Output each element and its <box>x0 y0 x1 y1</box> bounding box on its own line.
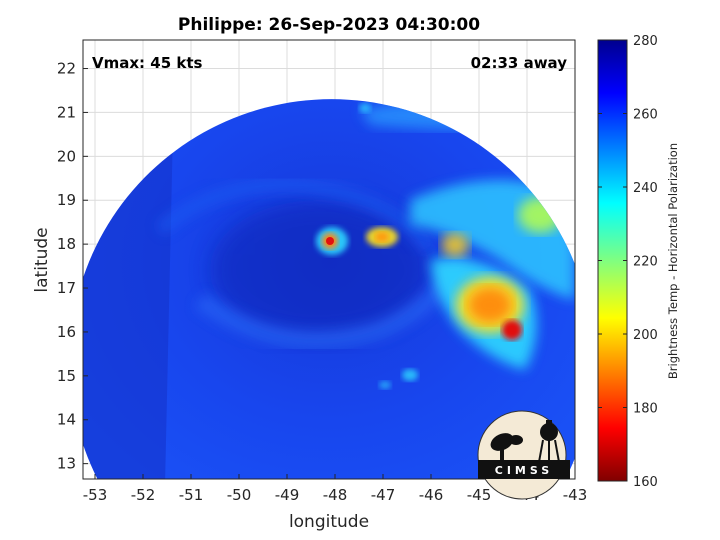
y-tick-label: 16 <box>57 323 76 341</box>
colorbar-tick-label: 200 <box>633 328 658 343</box>
x-tick-label: -48 <box>323 486 348 504</box>
x-tick-label: -43 <box>563 486 588 504</box>
colorbar-label: Brightness Temp - Horizontal Polarizatio… <box>666 143 680 379</box>
colorbar-tick-label: 240 <box>633 181 658 196</box>
cimss-logo-text: CIMSS <box>495 464 553 477</box>
x-tick-label: -53 <box>83 486 108 504</box>
y-tick-label: 15 <box>57 367 76 385</box>
y-axis-label: latitude <box>32 227 52 292</box>
y-tick-label: 19 <box>57 191 76 209</box>
y-tick-label: 21 <box>57 103 76 121</box>
colorbar-tick-label: 160 <box>633 475 658 490</box>
x-tick-label: -51 <box>179 486 204 504</box>
y-tick-label: 20 <box>57 147 76 165</box>
x-tick-label: -49 <box>275 486 300 504</box>
x-tick-label: -52 <box>131 486 156 504</box>
axes-frame <box>82 39 576 480</box>
x-tick-label: -50 <box>227 486 252 504</box>
x-tick-label: -45 <box>467 486 492 504</box>
colorbar-tick-label: 180 <box>633 402 658 417</box>
y-tick-label: 18 <box>57 235 76 253</box>
x-axis-ticks: -53-52-51-50-49-48-47-46-45-44-43 <box>83 474 588 504</box>
y-tick-label: 14 <box>57 411 76 429</box>
time-away-annotation: 02:33 away <box>471 54 568 72</box>
x-axis-label: longitude <box>289 512 369 532</box>
chart-title: Philippe: 26-Sep-2023 04:30:00 <box>178 15 480 35</box>
cimss-logo: CIMSS <box>477 410 570 500</box>
brightness-temperature-swath <box>83 99 575 479</box>
y-tick-label: 13 <box>57 455 76 473</box>
colorbar-tick-label: 220 <box>633 255 658 270</box>
colorbar: 160 180 200 220 240 260 280 Brightness Temp - … <box>597 34 680 490</box>
y-tick-label: 17 <box>57 279 76 297</box>
vmax-annotation: Vmax: 45 kts <box>92 54 202 72</box>
y-axis-ticks: 13 14 15 16 17 18 19 20 21 22 <box>57 60 88 473</box>
colorbar-tick-label: 280 <box>633 34 658 49</box>
colorbar-gradient <box>597 39 628 482</box>
x-tick-label: -47 <box>371 486 396 504</box>
colorbar-ticks: 160 180 200 220 240 260 280 <box>598 34 658 490</box>
colorbar-tick-label: 260 <box>633 108 658 123</box>
y-tick-label: 22 <box>57 60 76 78</box>
x-tick-label: -46 <box>419 486 444 504</box>
